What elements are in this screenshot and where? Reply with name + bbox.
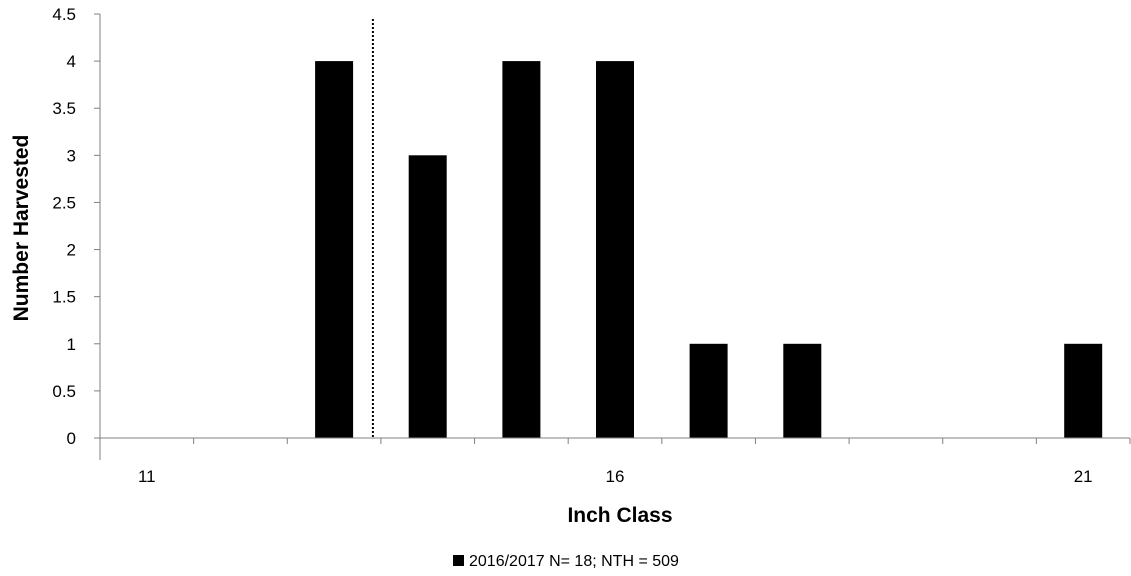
y-tick-label: 0 [67, 429, 76, 448]
bar-16 [596, 61, 634, 438]
y-tick-label: 0.5 [52, 382, 76, 401]
x-tick-label: 16 [606, 467, 625, 486]
bar-15 [502, 61, 541, 438]
bar-17 [689, 343, 728, 438]
legend-swatch [453, 555, 464, 566]
y-tick-label: 4.5 [52, 5, 76, 24]
y-tick-label: 1.5 [52, 288, 76, 307]
labels-layer: 0 0.5 1 1.5 2 2.5 3 3.5 4 4.5 11 16 21 [52, 5, 1092, 486]
bar-14 [408, 155, 447, 439]
bar-13 [315, 61, 354, 438]
y-tick-label: 2.5 [52, 193, 76, 212]
x-axis-title: Inch Class [567, 504, 672, 527]
y-tick-label: 4 [67, 52, 76, 71]
bar-21 [1064, 343, 1103, 438]
bar-18 [783, 343, 822, 438]
x-tick-label: 11 [138, 467, 156, 486]
legend: 2016/2017 N= 18; NTH = 509 [453, 553, 679, 570]
x-tick-label: 21 [1074, 467, 1093, 486]
y-tick-label: 2 [67, 241, 76, 260]
axes-layer [94, 13, 1131, 460]
y-tick-label: 3.5 [52, 99, 76, 118]
bars-layer [315, 61, 1103, 439]
y-axis-title: Number Harvested [10, 135, 33, 322]
legend-label: 2016/2017 N= 18; NTH = 509 [469, 553, 679, 570]
y-tick-label: 1 [67, 335, 76, 354]
y-tick-label: 3 [67, 146, 76, 165]
